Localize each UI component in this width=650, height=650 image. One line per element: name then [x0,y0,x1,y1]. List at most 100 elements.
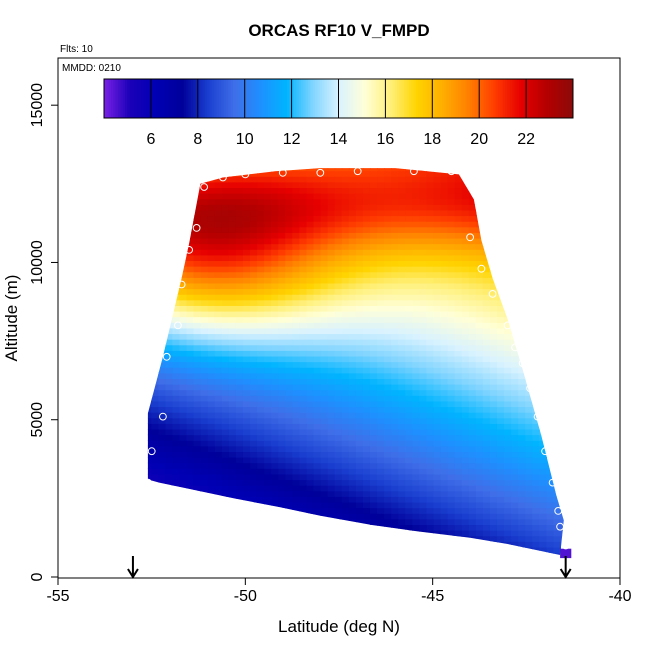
heatmap-cell [426,389,435,396]
heatmap-cell [440,440,449,447]
colorbar-segment [136,79,140,118]
heatmap-cell [362,277,371,284]
heatmap-cell [419,299,428,306]
heatmap-cell [207,316,216,323]
heatmap-cell [320,168,329,172]
heatmap-cell [384,361,392,368]
heatmap-cell [235,316,244,323]
heatmap-cell [200,181,209,189]
heatmap-cell [264,428,272,436]
heatmap-cell [292,400,301,408]
heatmap-cell [447,490,456,497]
heatmap-cell [327,485,336,492]
colorbar-segment [444,79,447,118]
y-axis-label: Altitude (m) [2,275,21,362]
heatmap-cell [398,361,406,368]
heatmap-cell [235,457,244,464]
heatmap-cell [214,361,223,368]
heatmap-cell [214,254,223,262]
heatmap-cell [278,378,286,385]
heatmap-cell [313,288,322,295]
heatmap-cell [412,282,420,290]
heatmap-cell [278,457,286,464]
heatmap-cell [158,445,166,453]
heatmap-cell [264,440,272,447]
heatmap-cell [525,468,533,475]
heatmap-cell [327,310,336,318]
heatmap-cell [405,395,413,402]
colorbar-segment [399,79,403,118]
heatmap-cell [327,361,336,368]
heatmap-cell [172,462,181,469]
heatmap-cell [179,350,188,357]
heatmap-cell [299,322,308,329]
heatmap-cell [327,513,336,520]
colorbar-segment [422,79,426,118]
heatmap-cell [186,400,195,408]
heatmap-cell [433,282,442,290]
heatmap-cell [306,507,315,514]
heatmap-cell [391,333,399,340]
heatmap-cell [391,198,399,205]
heatmap-cell [334,237,343,245]
colorbar-segment [521,79,525,118]
colorbar-segment [282,79,286,118]
heatmap-cell [306,485,315,492]
heatmap-cell [433,181,442,189]
heatmap-cell [447,361,456,368]
heatmap-cell [235,333,244,340]
observation-point [488,290,497,298]
heatmap-cell [384,479,392,486]
heatmap-cell [496,507,505,514]
heatmap-cell [405,350,413,357]
heatmap-cell [200,468,209,475]
heatmap-cell [320,299,329,306]
heatmap-cell [348,462,357,469]
heatmap-cell [320,294,329,301]
heatmap-cell [186,434,195,441]
heatmap-cell [440,412,449,419]
heatmap-cell [292,204,301,211]
heatmap-cell [264,187,272,194]
heatmap-cell [511,428,519,436]
heatmap-cell [391,176,399,183]
x-tick-label: -45 [421,588,444,605]
heatmap-cell [461,513,470,520]
observation-point [200,183,209,191]
heatmap-cell [433,507,442,514]
heatmap-cell [496,428,505,436]
heatmap-cell [496,530,505,537]
heatmap-cell [320,232,329,239]
heatmap-cell [362,209,371,217]
heatmap-cell [179,445,188,453]
heatmap-cell [158,367,166,374]
heatmap-cell [398,485,406,492]
heatmap-cell [447,423,456,430]
heatmap-cell [398,406,406,413]
colorbar-segment [359,79,363,118]
colorbar-tick-label: 6 [146,131,155,148]
heatmap-cell [454,524,463,531]
heatmap-cell [398,384,406,391]
heatmap-cell [461,445,470,453]
heatmap-cell [186,479,195,486]
heatmap-cell [419,378,428,385]
heatmap-cell [221,187,230,194]
heatmap-cell [426,395,435,402]
heatmap-cell [320,513,329,520]
down-arrow-icon [127,556,139,579]
heatmap-cell [475,496,484,503]
heatmap-cell [405,193,413,200]
observation-point [511,343,519,352]
heatmap-cell [355,434,364,441]
heatmap-cell [313,232,322,239]
heatmap-cell [426,524,435,531]
heatmap-cell [532,468,540,475]
heatmap-cell [468,451,477,458]
heatmap-cell [334,423,343,430]
heatmap-cell [546,546,555,554]
heatmap-cell [355,490,364,497]
heatmap-cell [454,501,463,509]
heatmap-cell [306,350,315,357]
heatmap-cell [285,350,293,357]
